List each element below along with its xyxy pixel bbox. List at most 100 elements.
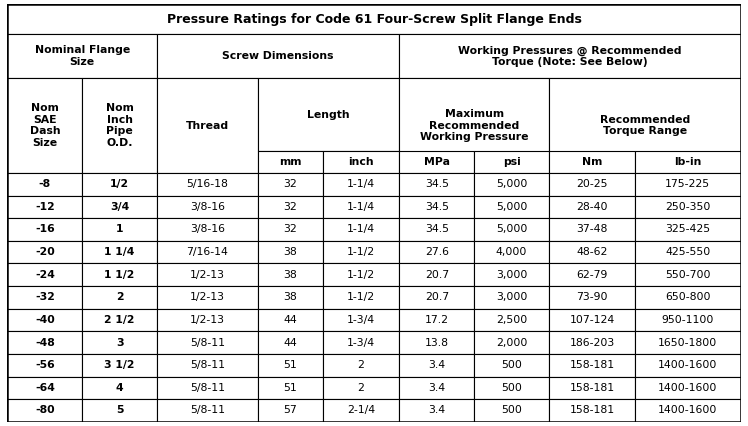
Bar [549, 331, 635, 354]
Text: 5,000: 5,000 [496, 225, 527, 234]
Bar [257, 263, 322, 286]
Text: 5/8-11: 5/8-11 [190, 406, 224, 415]
Text: -8: -8 [39, 179, 51, 189]
Text: 1400-1600: 1400-1600 [658, 383, 717, 393]
Bar [257, 218, 322, 241]
Text: 1650-1800: 1650-1800 [658, 337, 717, 348]
Bar [257, 173, 322, 196]
Bar [399, 263, 474, 286]
Text: 325-425: 325-425 [665, 225, 711, 234]
Bar [474, 331, 549, 354]
Bar [549, 309, 635, 331]
Bar [7, 241, 82, 263]
Bar [322, 196, 399, 218]
Bar [7, 263, 82, 286]
Bar [549, 173, 635, 196]
Text: 3/8-16: 3/8-16 [190, 225, 224, 234]
Bar [257, 377, 322, 399]
Bar [399, 196, 474, 218]
Bar [82, 309, 157, 331]
Bar [257, 241, 322, 263]
Bar [322, 331, 399, 354]
Bar [82, 196, 157, 218]
Bar [399, 241, 474, 263]
Text: 37-48: 37-48 [576, 225, 607, 234]
Bar [157, 377, 257, 399]
Bar [635, 218, 741, 241]
Text: 7/16-14: 7/16-14 [186, 247, 228, 257]
Text: mm: mm [279, 157, 301, 167]
Bar [399, 218, 474, 241]
Text: 1-1/2: 1-1/2 [347, 270, 375, 280]
Bar [322, 241, 399, 263]
Bar [635, 354, 741, 377]
Text: Nominal Flange
Size: Nominal Flange Size [34, 46, 130, 67]
Text: Thread: Thread [186, 121, 229, 130]
Text: 44: 44 [283, 315, 297, 325]
Bar [257, 399, 322, 422]
Bar [7, 399, 82, 422]
Text: 5,000: 5,000 [496, 202, 527, 212]
Bar [157, 173, 257, 196]
Text: 158-181: 158-181 [569, 406, 615, 415]
Bar [157, 218, 257, 241]
Text: -64: -64 [35, 383, 55, 393]
Bar [82, 241, 157, 263]
Bar [549, 377, 635, 399]
Text: 1: 1 [116, 225, 123, 234]
Bar [7, 354, 82, 377]
Bar [549, 218, 635, 241]
Bar [7, 35, 157, 78]
Text: 1/2: 1/2 [110, 179, 129, 189]
Text: 3,000: 3,000 [496, 270, 527, 280]
Text: Recommended
Torque Range: Recommended Torque Range [600, 115, 690, 136]
Bar [399, 286, 474, 309]
Text: 1400-1600: 1400-1600 [658, 406, 717, 415]
Bar [157, 399, 257, 422]
Bar [399, 399, 474, 422]
Text: 34.5: 34.5 [425, 225, 449, 234]
Bar [82, 218, 157, 241]
Bar [322, 151, 399, 173]
Text: 107-124: 107-124 [569, 315, 615, 325]
Bar [399, 377, 474, 399]
Text: 3: 3 [116, 337, 123, 348]
Bar [82, 399, 157, 422]
Text: 13.8: 13.8 [425, 337, 449, 348]
Text: -48: -48 [35, 337, 55, 348]
Text: 425-550: 425-550 [665, 247, 711, 257]
Bar [635, 399, 741, 422]
Text: 38: 38 [283, 247, 297, 257]
Text: 950-1100: 950-1100 [662, 315, 714, 325]
Bar [257, 354, 322, 377]
Text: 1 1/2: 1 1/2 [105, 270, 135, 280]
Text: 51: 51 [283, 383, 297, 393]
Text: 32: 32 [283, 179, 297, 189]
Text: 500: 500 [501, 360, 522, 370]
Text: -12: -12 [35, 202, 55, 212]
Text: -56: -56 [35, 360, 55, 370]
Bar [635, 309, 741, 331]
Bar [157, 78, 257, 173]
Text: 34.5: 34.5 [425, 179, 449, 189]
Bar [474, 377, 549, 399]
Bar [474, 354, 549, 377]
Bar [257, 196, 322, 218]
Bar [474, 241, 549, 263]
Text: 1-1/4: 1-1/4 [347, 202, 375, 212]
Text: 2,500: 2,500 [496, 315, 527, 325]
Text: 32: 32 [283, 225, 297, 234]
Bar [7, 173, 82, 196]
Text: 5/8-11: 5/8-11 [190, 360, 224, 370]
Bar [549, 286, 635, 309]
Text: 250-350: 250-350 [665, 202, 711, 212]
Text: 650-800: 650-800 [665, 292, 711, 302]
Bar [322, 173, 399, 196]
Text: lb-in: lb-in [674, 157, 702, 167]
Text: Maximum
Recommended
Working Pressure: Maximum Recommended Working Pressure [420, 109, 528, 142]
Text: 175-225: 175-225 [665, 179, 711, 189]
Text: Nom
SAE
Dash
Size: Nom SAE Dash Size [29, 103, 60, 148]
Bar [549, 151, 635, 173]
Text: 3.4: 3.4 [428, 406, 445, 415]
Text: 1-3/4: 1-3/4 [347, 315, 375, 325]
